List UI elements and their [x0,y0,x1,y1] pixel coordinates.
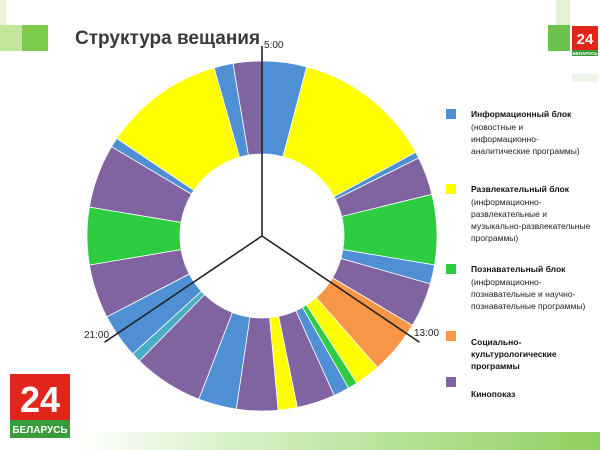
logo-number: 24 [577,31,594,48]
legend-desc: (информационно-познавательные и научно-п… [471,277,586,311]
footer-bar [80,432,600,450]
time-label-13: 13:00 [414,328,439,339]
page-title: Структура вещания [75,28,261,49]
legend-swatch-films [446,377,456,387]
corner-square [22,25,48,51]
corner-square [556,0,570,25]
legend-swatch-educational [446,264,456,274]
logo-name: БЕЛАРУСЬ [12,425,67,436]
legend-title: Информационный блок [471,109,572,119]
legend-swatch-info [446,109,456,119]
legend-title: Познавательный блок [471,264,566,274]
logo-name: БЕЛАРУСЬ [573,51,598,56]
corner-square [0,25,22,51]
legend-desc: (информационно-развлекательные и музыкал… [471,197,591,243]
legend-desc: (новостные и информационно-аналитические… [471,122,580,156]
time-label-21: 21:00 [84,330,109,341]
legend-title: Социально-культурологические программы [471,337,557,371]
legend-swatch-socio-cultural [446,331,456,341]
time-label-5: 5:00 [264,40,284,51]
channel-logo-small: 24 БЕЛАРУСЬ [572,26,598,56]
channel-logo: 24 БЕЛАРУСЬ [10,374,70,438]
corner-square [0,0,6,25]
logo-number: 24 [20,379,60,420]
legend-title: Развлекательный блок [471,184,569,194]
legend-title: Кинопоказ [471,389,516,399]
corner-square [548,25,570,51]
legend-swatch-entertainment [446,184,456,194]
divider-line-21 [104,235,263,343]
divider-line-13 [261,235,420,343]
corner-square [572,74,598,82]
